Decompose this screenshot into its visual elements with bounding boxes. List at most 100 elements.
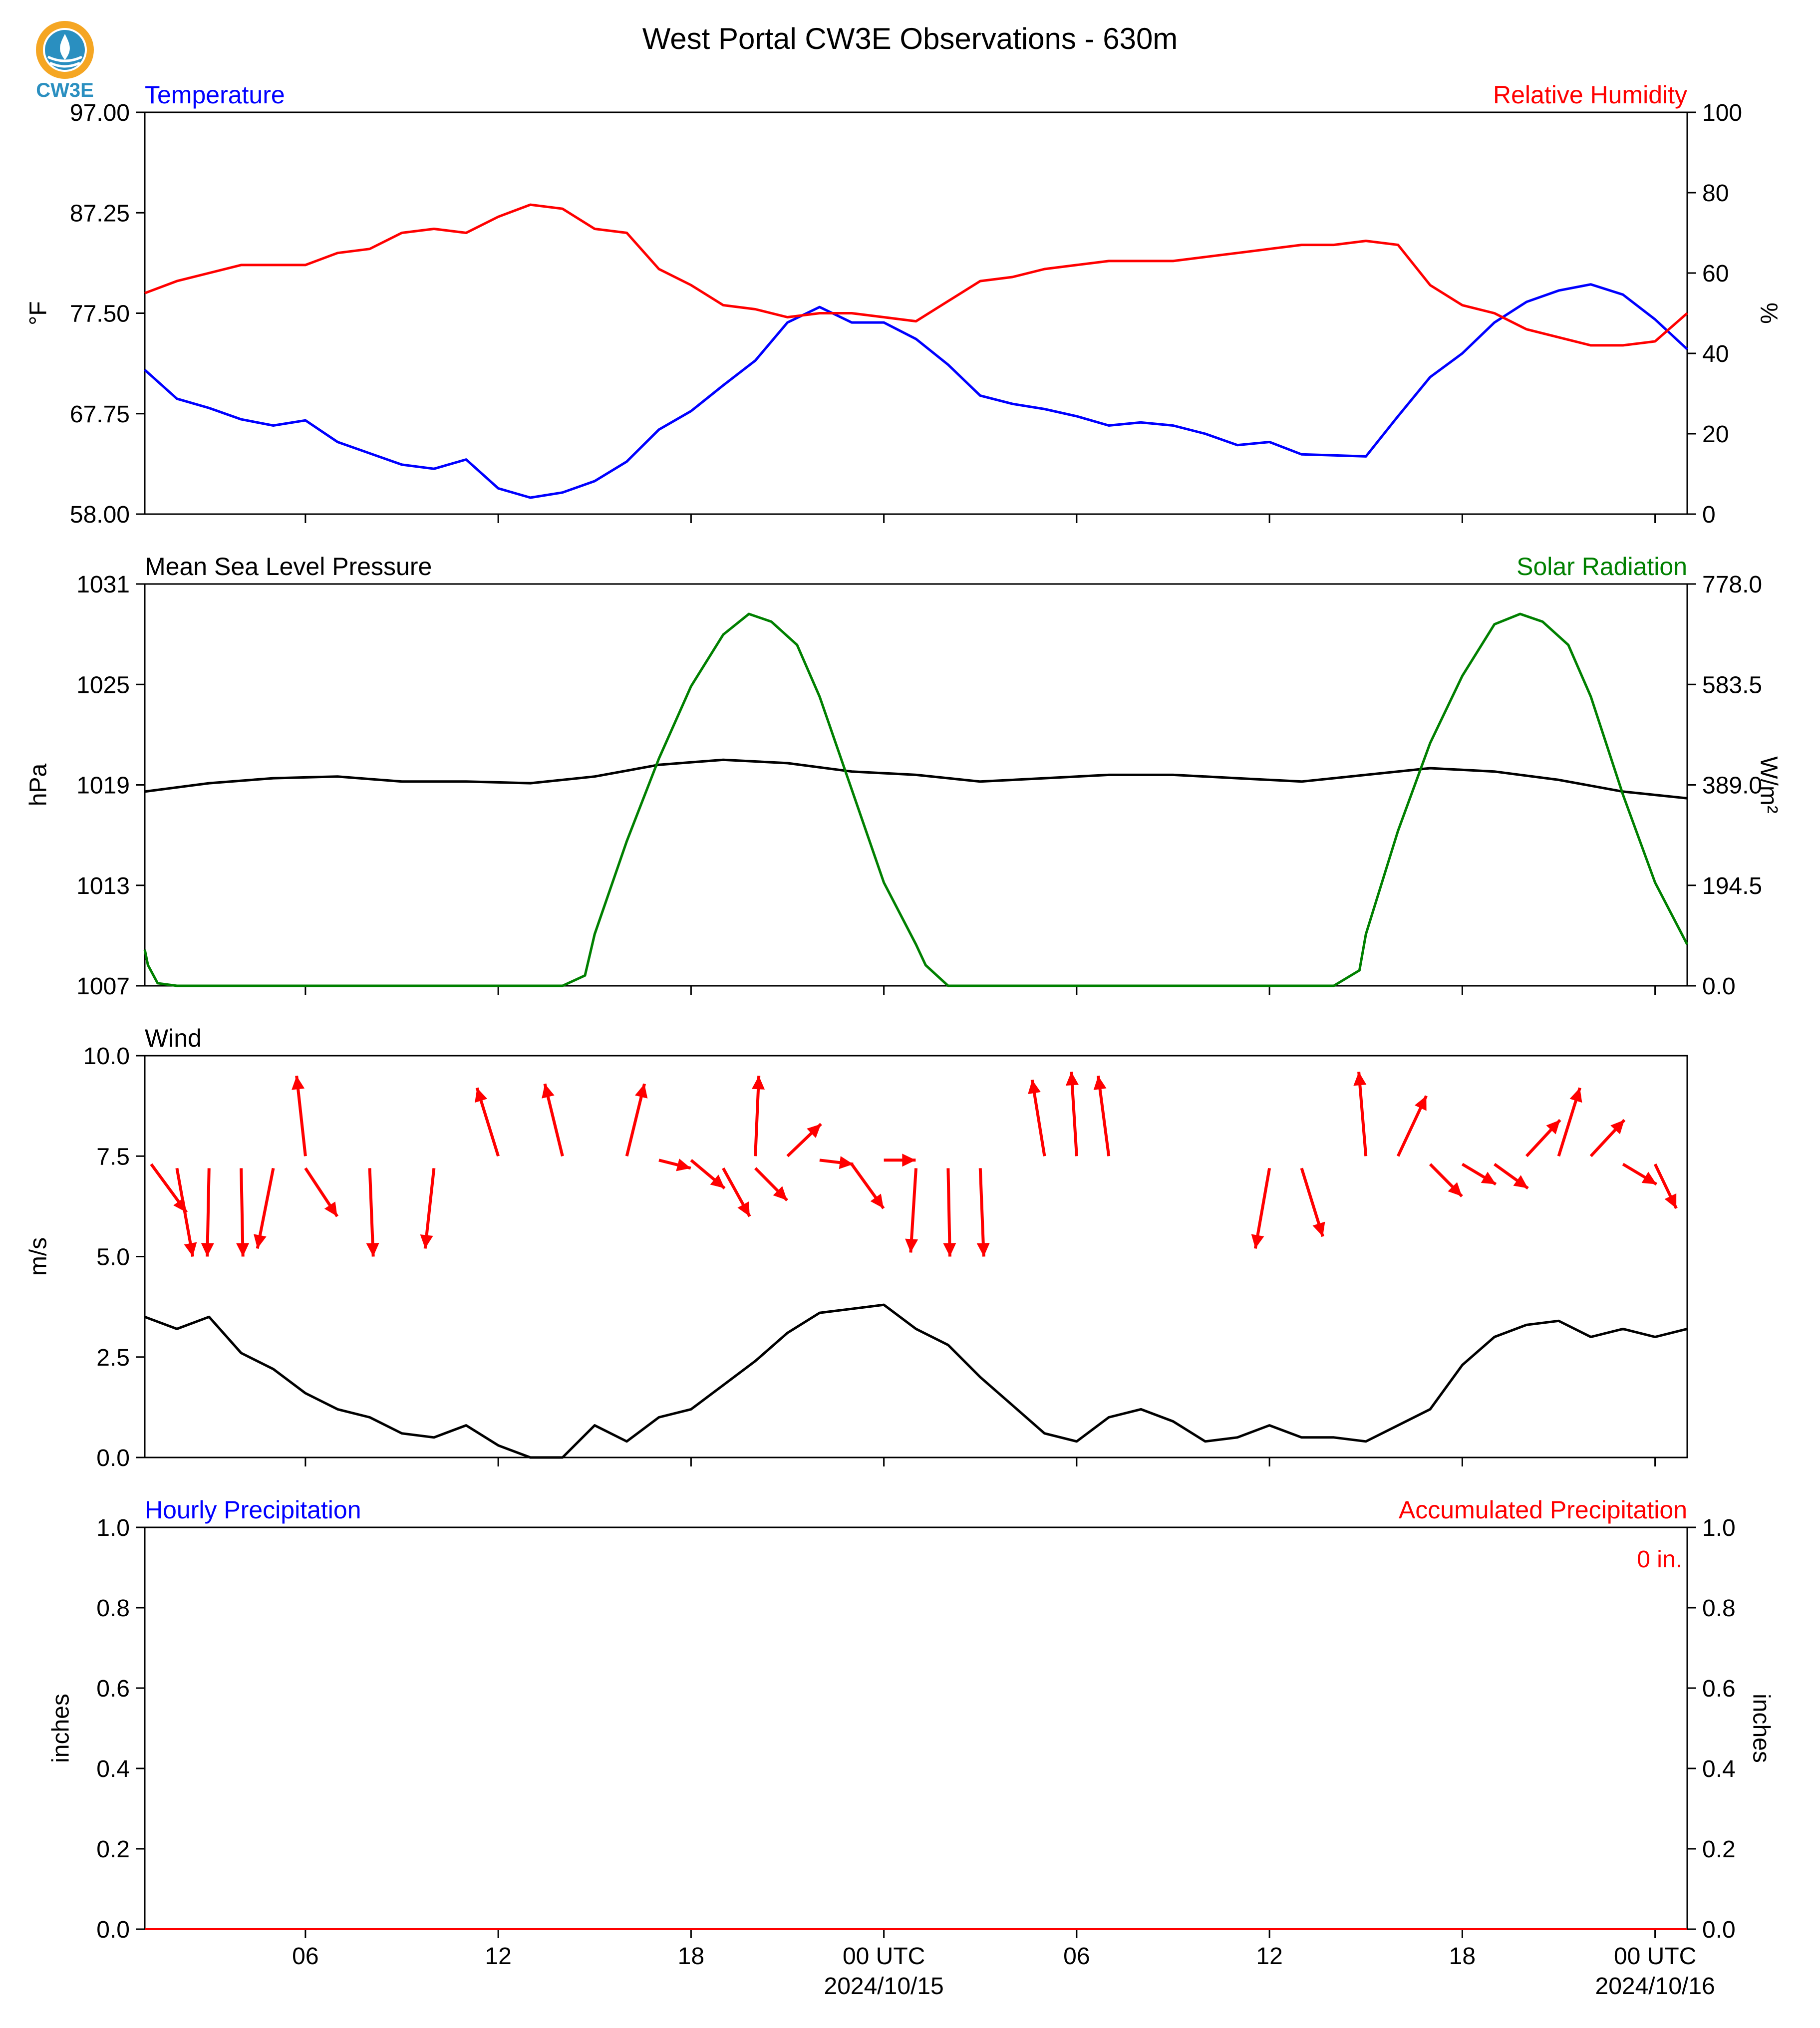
y-tick-label-right: 0.4 bbox=[1702, 1756, 1736, 1782]
wind-arrow-head bbox=[1353, 1072, 1367, 1086]
wind-arrow-head bbox=[870, 1193, 884, 1208]
panel-title-left: Hourly Precipitation bbox=[145, 1496, 361, 1524]
wind-arrow-head bbox=[1610, 1120, 1625, 1135]
y-tick-label-left: 67.75 bbox=[70, 401, 130, 428]
y-tick-label-right: 389.0 bbox=[1702, 773, 1762, 799]
wind-arrow-head bbox=[634, 1084, 648, 1099]
logo-drop-icon bbox=[60, 34, 70, 60]
y-axis-label-left: m/s bbox=[25, 1237, 52, 1276]
y-tick-label-right: 20 bbox=[1702, 421, 1729, 448]
y-tick-label-left: 1.0 bbox=[96, 1515, 130, 1541]
wind-arrow-shaft bbox=[909, 1168, 917, 1253]
y-tick-label-left: 1019 bbox=[76, 773, 130, 799]
y-tick-label-right: 778.0 bbox=[1702, 572, 1762, 598]
y-tick-label-right: 80 bbox=[1702, 180, 1729, 207]
wind-arrow-head bbox=[839, 1156, 854, 1169]
x-tick-label: 06 bbox=[1063, 1943, 1090, 1970]
series-line-relative-humidity bbox=[144, 203, 1688, 347]
wind-arrow-head bbox=[976, 1242, 990, 1257]
wind-arrow-shaft bbox=[175, 1167, 195, 1257]
y-tick-label-right: 40 bbox=[1702, 341, 1729, 367]
plot-frame bbox=[144, 1055, 1688, 1458]
panel-title-right: Solar Radiation bbox=[1517, 553, 1687, 580]
series-line-solar-radiation bbox=[143, 612, 1689, 987]
x-tick-label: 00 UTC bbox=[1614, 1943, 1696, 1970]
y-tick-label-right: 0 bbox=[1702, 502, 1716, 528]
wind-arrow-shaft bbox=[978, 1168, 985, 1257]
wind-arrow-head bbox=[1448, 1182, 1462, 1196]
wind-arrow-head bbox=[542, 1084, 555, 1099]
wind-arrow-head bbox=[1513, 1175, 1528, 1188]
panel-title-left: Wind bbox=[145, 1024, 202, 1052]
y-tick-label-left: 97.00 bbox=[70, 100, 130, 126]
wind-arrow-head bbox=[1028, 1080, 1041, 1095]
wind-arrow-shaft bbox=[256, 1167, 275, 1249]
y-tick-label-left: 5.0 bbox=[96, 1244, 130, 1271]
wind-arrow-shaft bbox=[1097, 1075, 1111, 1157]
wind-arrow-head bbox=[807, 1124, 821, 1138]
wind-arrow-head bbox=[773, 1186, 787, 1200]
panel-title-left: Temperature bbox=[145, 81, 285, 109]
wind-arrow-head bbox=[905, 1238, 918, 1253]
y-tick-label-right: 0.2 bbox=[1702, 1836, 1736, 1863]
y-tick-label-right: 0.8 bbox=[1702, 1595, 1736, 1622]
y-axis-label-left: inches bbox=[48, 1694, 74, 1763]
y-axis-label-right: inches bbox=[1748, 1694, 1774, 1763]
wind-arrow-shaft bbox=[1070, 1072, 1078, 1157]
wind-arrow-head bbox=[1641, 1171, 1657, 1184]
y-tick-label-right: 0.6 bbox=[1702, 1676, 1736, 1702]
y-tick-label-left: 7.5 bbox=[96, 1144, 130, 1170]
wind-arrow-shaft bbox=[1357, 1071, 1368, 1157]
wind-arrow-head bbox=[1065, 1072, 1079, 1086]
y-tick-label-right: 100 bbox=[1702, 100, 1742, 126]
y-axis-label-left: hPa bbox=[25, 763, 52, 806]
wind-arrow-head bbox=[751, 1076, 765, 1090]
y-tick-label-left: 0.8 bbox=[96, 1595, 130, 1622]
wind-arrow-head bbox=[236, 1243, 250, 1257]
wind-arrow-head bbox=[201, 1243, 214, 1257]
y-tick-label-right: 194.5 bbox=[1702, 873, 1762, 899]
y-axis-label-right: % bbox=[1755, 302, 1782, 324]
wind-arrow-shaft bbox=[946, 1168, 951, 1257]
y-tick-label-left: 0.6 bbox=[96, 1676, 130, 1702]
y-tick-label-left: 58.00 bbox=[70, 502, 130, 528]
y-tick-label-right: 1.0 bbox=[1702, 1515, 1736, 1541]
x-tick-label: 18 bbox=[1449, 1943, 1476, 1970]
y-tick-label-left: 10.0 bbox=[83, 1043, 130, 1070]
plot-frame bbox=[144, 583, 1688, 987]
wind-arrow-head bbox=[324, 1201, 337, 1216]
chart-title: West Portal CW3E Observations - 630m bbox=[642, 22, 1178, 55]
wind-arrow-head bbox=[1664, 1193, 1677, 1208]
wind-arrow-head bbox=[254, 1234, 267, 1249]
wind-arrow-head bbox=[943, 1243, 956, 1257]
wind-arrow-head bbox=[676, 1159, 691, 1171]
y-tick-label-left: 0.4 bbox=[96, 1756, 130, 1782]
x-date-label: 2024/10/15 bbox=[824, 1973, 944, 2000]
series-line-mean-sea-level-pressure bbox=[144, 758, 1688, 800]
accumulated-precip-annotation: 0 in. bbox=[1637, 1546, 1682, 1573]
wind-arrow-shaft bbox=[368, 1168, 375, 1257]
cw3e-logo: CW3E bbox=[36, 21, 94, 101]
wind-arrow-head bbox=[366, 1242, 379, 1257]
x-date-label: 2024/10/16 bbox=[1595, 1973, 1715, 2000]
series-line-temperature bbox=[144, 283, 1688, 499]
plot-frame bbox=[144, 111, 1688, 515]
x-tick-label: 00 UTC bbox=[843, 1943, 925, 1970]
wind-arrow-head bbox=[1251, 1234, 1264, 1249]
wind-arrow-shaft bbox=[1253, 1167, 1271, 1249]
wind-arrow-head bbox=[737, 1201, 750, 1216]
y-axis-label-right: W/m² bbox=[1755, 756, 1782, 814]
wind-arrow-shaft bbox=[206, 1168, 211, 1257]
y-tick-label-right: 0.0 bbox=[1702, 973, 1736, 1000]
x-tick-label: 06 bbox=[292, 1943, 318, 1970]
plot-frame bbox=[144, 1526, 1688, 1930]
panel-title-right: Relative Humidity bbox=[1493, 81, 1687, 109]
y-tick-label-left: 1025 bbox=[76, 672, 130, 698]
y-tick-label-left: 0.2 bbox=[96, 1836, 130, 1863]
y-tick-label-left: 0.0 bbox=[96, 1917, 130, 1943]
wind-arrow-head bbox=[1569, 1088, 1582, 1103]
y-tick-label-left: 1031 bbox=[76, 572, 130, 598]
y-tick-label-left: 0.0 bbox=[96, 1445, 130, 1471]
y-tick-label-left: 1013 bbox=[76, 873, 130, 899]
